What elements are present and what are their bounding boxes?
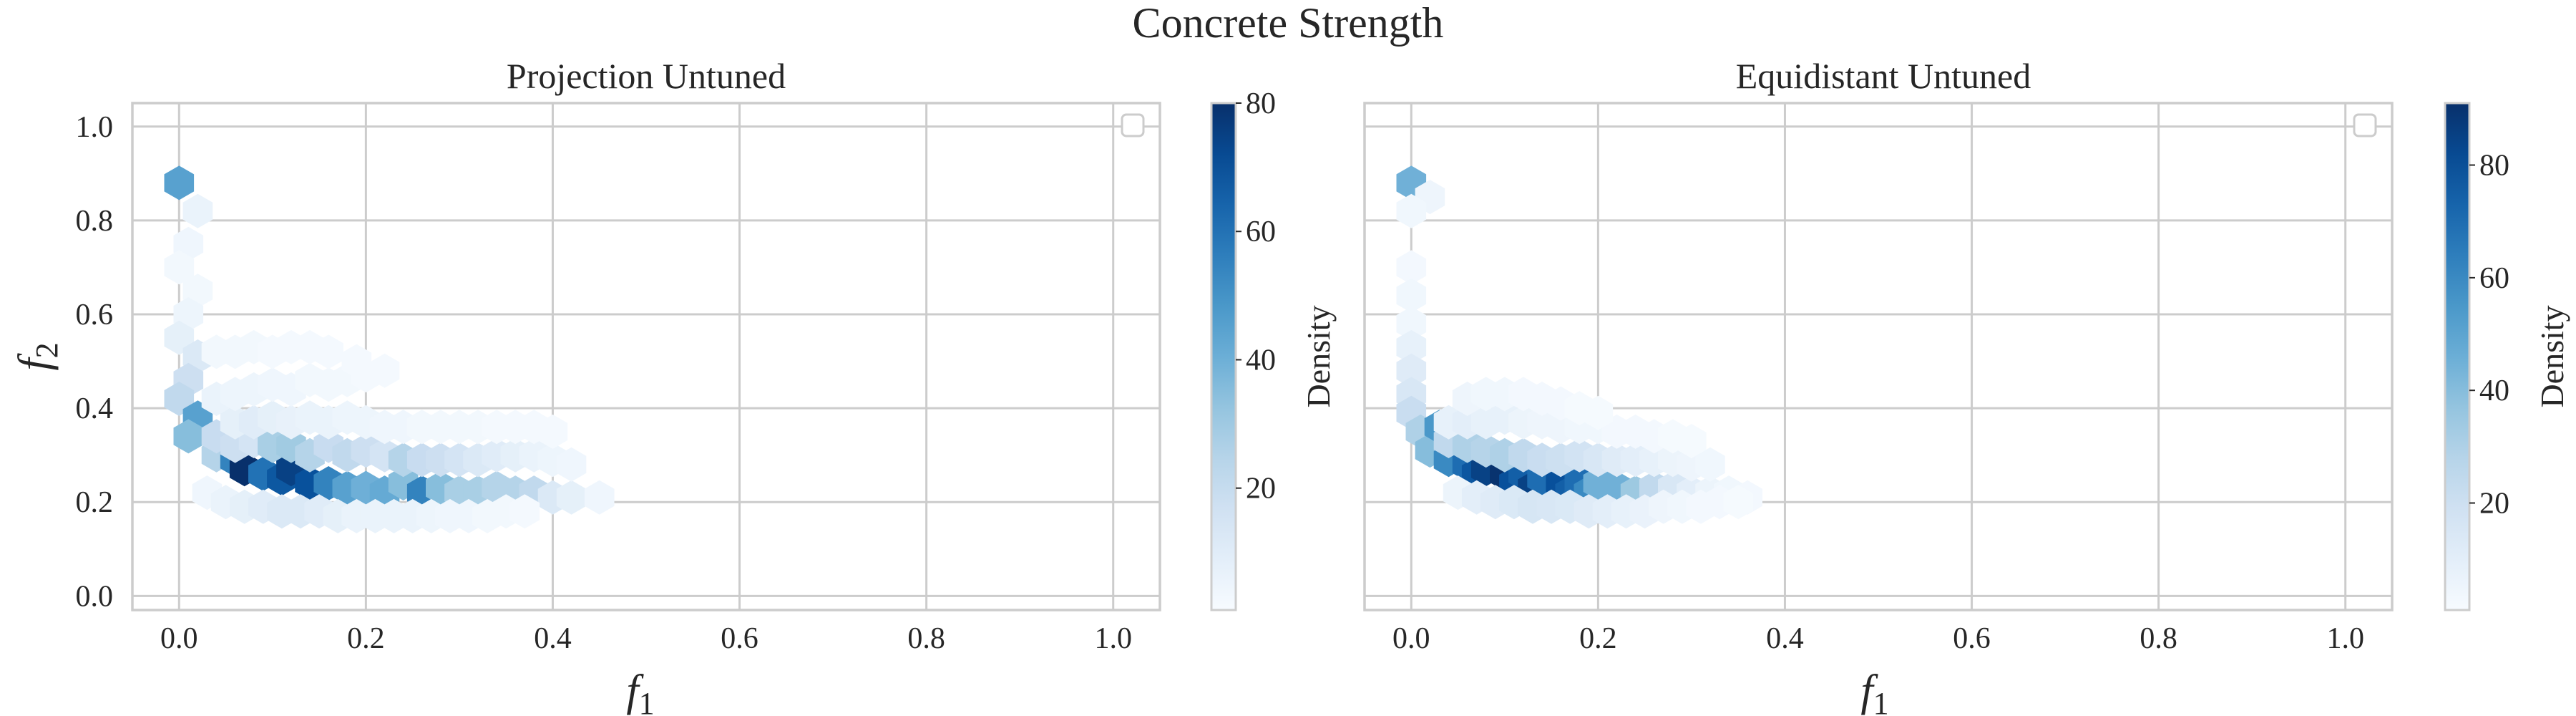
y-tick-label: 0.6 xyxy=(76,299,114,332)
panel-title-equidistant: Equidistant Untuned xyxy=(1736,56,2031,96)
hexbin-cell xyxy=(1396,306,1427,342)
hexbin-layer-panel-2 xyxy=(1396,165,1762,529)
colorbar-tick-label: 60 xyxy=(1246,216,1276,248)
x-tick-label: 0.2 xyxy=(347,622,385,655)
y-tick-label: 0.2 xyxy=(76,486,114,519)
colorbar-gradient xyxy=(2444,102,2471,611)
hexbin-cell xyxy=(1396,193,1427,228)
colorbar-panel-2: 20 40 60 80 xyxy=(2444,102,2509,611)
colorbar-tick-label: 80 xyxy=(1246,87,1276,120)
x-tick-label: 0.4 xyxy=(1766,622,1804,655)
hexbin-cell xyxy=(556,447,587,482)
x-tick-label: 0.4 xyxy=(534,622,572,655)
x-axis-label-panel-1: f1 xyxy=(626,667,654,716)
x-tick-label: 1.0 xyxy=(2326,622,2364,655)
x-axis-label-panel-2: f1 xyxy=(1860,667,1888,716)
legend-box-panel-2 xyxy=(2353,113,2377,137)
y-tick-label: 0.8 xyxy=(76,205,114,238)
hexbin-cell xyxy=(1695,447,1725,482)
colorbar-label-panel-1: Density xyxy=(1300,305,1337,407)
legend-box-panel-1 xyxy=(1121,113,1145,137)
hexbin-cell xyxy=(173,419,204,454)
y-axis-label-panel-1: f2 xyxy=(10,342,64,370)
hexbin-cell xyxy=(182,193,213,228)
hexbin-cell xyxy=(164,165,195,200)
hexbin-cell xyxy=(341,344,372,379)
hexbin-cell xyxy=(537,414,568,449)
colorbar-label-panel-2: Density xyxy=(2534,305,2570,407)
hexbin-cell xyxy=(1583,395,1614,430)
plot-frame-panel-1 xyxy=(131,102,1161,611)
colorbar-tick-label: 20 xyxy=(1246,473,1276,505)
x-tick-label: 0.6 xyxy=(721,622,758,655)
hexbin-cell xyxy=(164,250,195,285)
panel-title-projection: Projection Untuned xyxy=(507,56,786,96)
hexbin-cell xyxy=(369,353,400,388)
colorbar-tick-label: 40 xyxy=(2479,374,2509,407)
hexbin-cell xyxy=(313,334,343,369)
hexbin-cell xyxy=(509,494,540,529)
x-tick-label: 0.8 xyxy=(2140,622,2177,655)
colorbar-tick-label: 80 xyxy=(2479,150,2509,183)
hexbin-cell xyxy=(1723,485,1753,520)
x-tick-label: 0.0 xyxy=(160,622,198,655)
panel-projection-untuned: Projection Untuned 0.0 0.2 0.4 0.6 0.8 1.0 0.… xyxy=(10,56,1337,716)
colorbar-tick-label: 60 xyxy=(2479,262,2509,295)
hexbin-cell xyxy=(1396,329,1427,364)
x-tick-label: 1.0 xyxy=(1094,622,1132,655)
colorbar-gradient xyxy=(1210,102,1237,611)
x-tick-label: 0.6 xyxy=(1953,622,1991,655)
x-ticks-panel-2: 0.0 0.2 0.4 0.6 0.8 1.0 xyxy=(1392,622,2364,655)
hexbin-cell xyxy=(1396,278,1427,313)
y-ticks-panel-1: 0.0 0.2 0.4 0.6 0.8 1.0 xyxy=(76,111,114,614)
x-ticks-panel-1: 0.0 0.2 0.4 0.6 0.8 1.0 xyxy=(160,622,1132,655)
y-tick-label: 1.0 xyxy=(76,111,114,144)
figure-suptitle: Concrete Strength xyxy=(1133,0,1444,47)
hexbin-cell xyxy=(1396,353,1427,388)
colorbar-panel-1: 20 40 60 80 xyxy=(1210,87,1276,611)
y-tick-label: 0.4 xyxy=(76,392,114,425)
plot-frame-panel-2 xyxy=(1363,102,2394,611)
x-tick-label: 0.2 xyxy=(1579,622,1617,655)
x-tick-label: 0.8 xyxy=(907,622,945,655)
colorbar-tick-label: 40 xyxy=(1246,344,1276,377)
hexbin-cell xyxy=(1677,424,1707,458)
hexbin-layer-panel-1 xyxy=(164,165,615,533)
y-tick-label: 0.0 xyxy=(76,580,114,613)
panel-equidistant-untuned: Equidistant Untuned 0.0 0.2 0.4 0.6 0.8 1.0 f… xyxy=(1363,56,2570,716)
hexbin-cell xyxy=(1396,250,1427,285)
hexbin-cell xyxy=(584,480,615,515)
grid-panel-1 xyxy=(132,103,1160,610)
grid-panel-2 xyxy=(1365,103,2392,610)
x-tick-label: 0.0 xyxy=(1392,622,1430,655)
colorbar-tick-label: 20 xyxy=(2479,488,2509,521)
hexbin-cell xyxy=(556,480,587,515)
